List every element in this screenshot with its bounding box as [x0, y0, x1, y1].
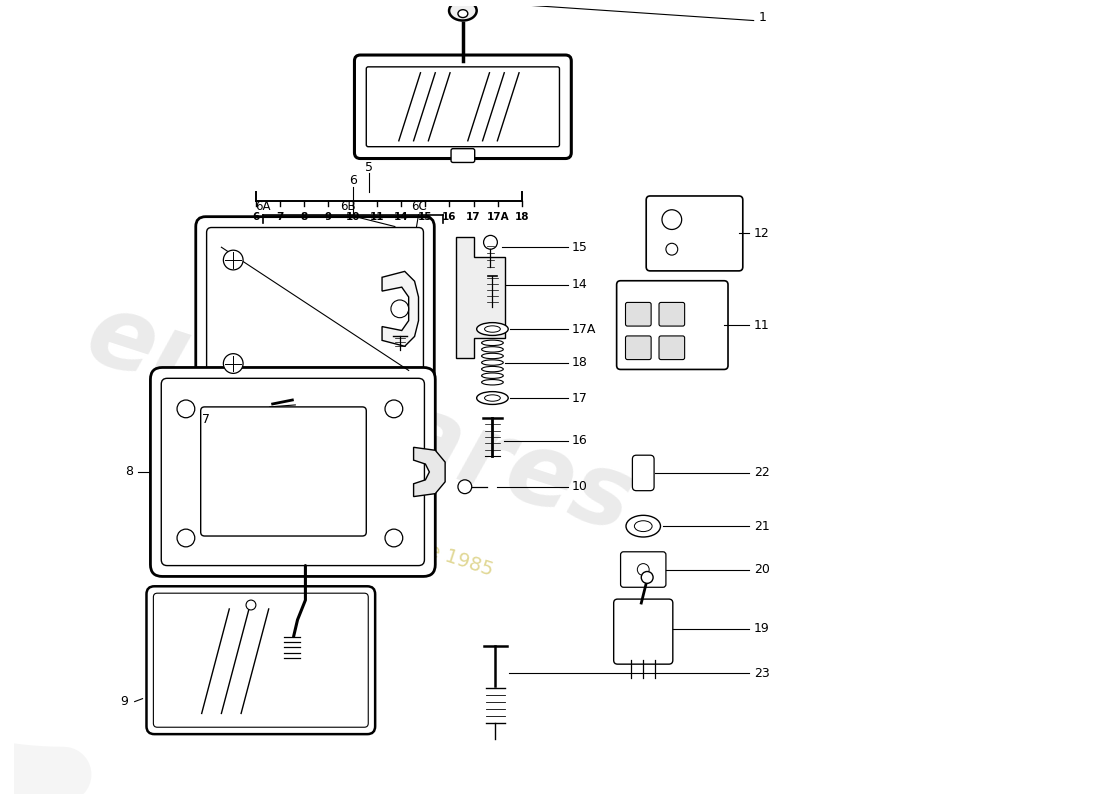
FancyBboxPatch shape [366, 67, 560, 146]
Text: 17A: 17A [486, 212, 509, 222]
FancyBboxPatch shape [196, 217, 434, 401]
Circle shape [385, 400, 403, 418]
Ellipse shape [449, 1, 476, 21]
Text: 6C: 6C [410, 200, 427, 214]
Ellipse shape [635, 521, 652, 531]
Text: 19: 19 [754, 622, 769, 635]
FancyBboxPatch shape [626, 302, 651, 326]
Ellipse shape [482, 373, 504, 378]
Circle shape [223, 354, 243, 374]
Text: 8: 8 [124, 466, 133, 478]
FancyBboxPatch shape [146, 586, 375, 734]
Text: 15: 15 [418, 212, 432, 222]
Text: a passion for originality since 1985: a passion for originality since 1985 [164, 456, 496, 580]
Text: 6B: 6B [340, 200, 355, 214]
Circle shape [385, 529, 403, 547]
Circle shape [177, 529, 195, 547]
Ellipse shape [476, 392, 508, 405]
Text: 18: 18 [571, 356, 587, 369]
Ellipse shape [482, 346, 504, 352]
Text: 21: 21 [754, 520, 769, 533]
FancyBboxPatch shape [614, 599, 673, 664]
Ellipse shape [482, 354, 504, 358]
Ellipse shape [485, 326, 501, 332]
Text: 23: 23 [754, 666, 769, 679]
Ellipse shape [482, 379, 504, 385]
Text: 10: 10 [571, 480, 587, 494]
Circle shape [458, 480, 472, 494]
Polygon shape [414, 447, 446, 497]
Text: 15: 15 [571, 241, 587, 254]
Text: 16: 16 [442, 212, 456, 222]
Ellipse shape [476, 322, 508, 335]
Text: 14: 14 [571, 278, 587, 291]
Circle shape [177, 400, 195, 418]
Text: 11: 11 [754, 318, 769, 331]
Circle shape [246, 600, 256, 610]
Text: 17: 17 [571, 391, 587, 405]
Text: 17: 17 [466, 212, 481, 222]
Circle shape [662, 210, 682, 230]
Text: 5: 5 [365, 161, 373, 174]
Text: 17A: 17A [571, 322, 596, 335]
FancyBboxPatch shape [162, 378, 425, 566]
Text: 6A: 6A [255, 200, 271, 214]
FancyBboxPatch shape [207, 227, 424, 390]
Text: euroPares: euroPares [74, 286, 645, 554]
Text: 8: 8 [300, 212, 308, 222]
Polygon shape [382, 271, 418, 346]
FancyBboxPatch shape [354, 55, 571, 158]
Text: 6: 6 [350, 174, 358, 186]
FancyBboxPatch shape [626, 336, 651, 359]
Ellipse shape [458, 10, 468, 18]
Text: 14: 14 [394, 212, 408, 222]
FancyBboxPatch shape [200, 407, 366, 536]
Text: 12: 12 [754, 227, 769, 240]
FancyBboxPatch shape [659, 302, 684, 326]
FancyBboxPatch shape [617, 281, 728, 370]
Ellipse shape [482, 360, 504, 366]
Text: 7: 7 [201, 414, 210, 426]
FancyBboxPatch shape [632, 455, 654, 490]
Circle shape [637, 564, 649, 575]
FancyBboxPatch shape [151, 367, 436, 577]
FancyBboxPatch shape [620, 552, 666, 587]
Polygon shape [456, 238, 505, 358]
Ellipse shape [482, 340, 504, 346]
Text: 1: 1 [759, 11, 767, 24]
Text: 7: 7 [276, 212, 284, 222]
Text: 9: 9 [120, 695, 128, 708]
Circle shape [641, 571, 653, 583]
Circle shape [223, 250, 243, 270]
Ellipse shape [485, 395, 501, 402]
Text: 6: 6 [252, 212, 260, 222]
FancyBboxPatch shape [646, 196, 742, 271]
Ellipse shape [626, 515, 660, 537]
Text: 16: 16 [571, 434, 587, 447]
Circle shape [484, 235, 497, 249]
Text: 22: 22 [754, 466, 769, 479]
Text: 10: 10 [345, 212, 360, 222]
FancyBboxPatch shape [153, 593, 368, 727]
FancyBboxPatch shape [451, 149, 475, 162]
Text: 18: 18 [515, 212, 529, 222]
Text: 11: 11 [370, 212, 384, 222]
Ellipse shape [482, 366, 504, 372]
Text: 9: 9 [324, 212, 332, 222]
FancyBboxPatch shape [659, 336, 684, 359]
Circle shape [390, 300, 409, 318]
Circle shape [666, 243, 678, 255]
Text: 20: 20 [754, 563, 770, 576]
